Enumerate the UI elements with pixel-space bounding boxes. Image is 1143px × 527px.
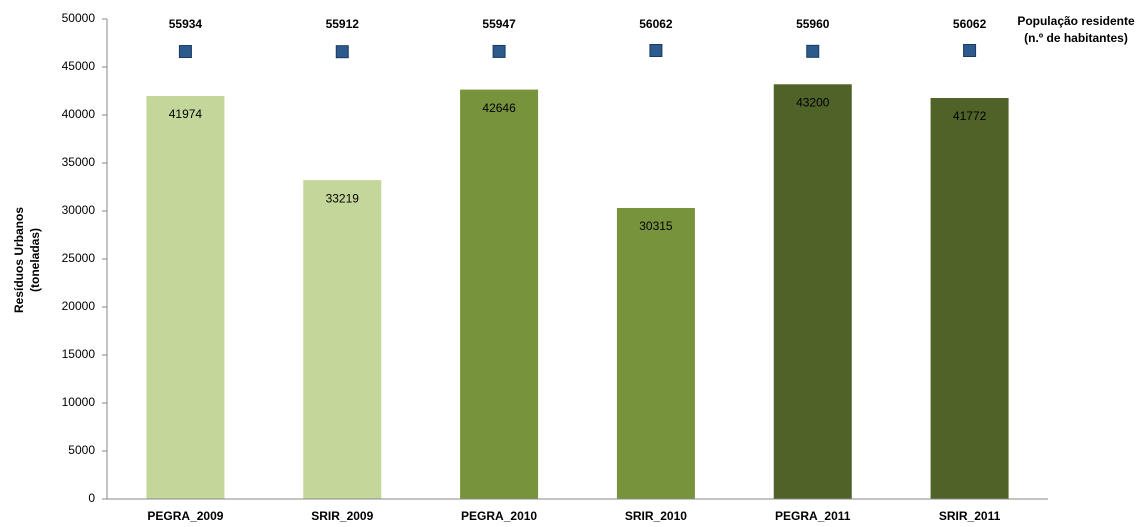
data-label: 56062: [639, 17, 673, 31]
marker: [178, 45, 192, 59]
series-label: (n.º de habitantes): [1024, 31, 1128, 45]
marker: [492, 44, 506, 58]
data-label: 55947: [482, 17, 516, 31]
x-tick-label: SRIR_2010: [625, 509, 687, 523]
y-tick-label: 15000: [62, 347, 96, 361]
bar: [460, 89, 539, 500]
data-label: 42646: [482, 101, 516, 115]
y-tick-label: 50000: [62, 11, 96, 25]
y-tick-label: 35000: [62, 155, 96, 169]
y-tick-label: 30000: [62, 203, 96, 217]
data-label: 55912: [326, 17, 360, 31]
bar: [146, 96, 225, 500]
y-tick-label: 40000: [62, 107, 96, 121]
marker: [963, 44, 977, 58]
bar: [773, 84, 852, 499]
y-tick-label: 5000: [68, 443, 95, 457]
bar: [303, 180, 382, 499]
x-tick-label: SRIR_2009: [311, 509, 373, 523]
marker: [335, 45, 349, 59]
data-label: 43200: [796, 95, 830, 109]
data-label: 56062: [953, 17, 987, 31]
data-label: 30315: [639, 219, 673, 233]
y-tick-label: 20000: [62, 299, 96, 313]
marker: [806, 44, 820, 58]
x-tick-label: SRIR_2011: [939, 509, 1001, 523]
bar: [616, 207, 695, 499]
y-tick-label: 25000: [62, 251, 96, 265]
y-tick-label: 0: [88, 491, 95, 505]
data-label: 55960: [796, 17, 830, 31]
series-label: População residente: [1017, 14, 1135, 28]
data-label: 41974: [169, 107, 203, 121]
x-tick-label: PEGRA_2009: [147, 509, 223, 523]
bar: [930, 97, 1009, 499]
y-tick-label: 10000: [62, 395, 96, 409]
x-tick-label: PEGRA_2010: [461, 509, 537, 523]
data-label: 55934: [169, 17, 203, 31]
y-axis-label: (toneladas): [28, 228, 42, 292]
data-label: 33219: [326, 191, 360, 205]
y-axis-label: Resíduos Urbanos: [12, 207, 26, 313]
x-tick-label: PEGRA_2011: [775, 509, 851, 523]
data-label: 41772: [953, 109, 987, 123]
y-tick-label: 45000: [62, 59, 96, 73]
marker: [649, 44, 663, 58]
